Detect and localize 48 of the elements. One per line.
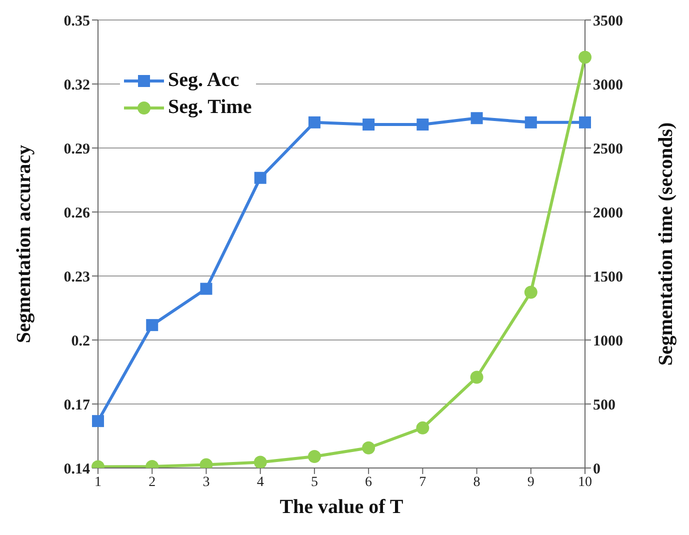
y-tick-label: 0.26: [64, 205, 90, 222]
legend-label: Seg. Acc: [168, 69, 240, 92]
point: [200, 282, 212, 295]
y2-tick-label: 3000: [593, 77, 623, 94]
y-tick-label: 0.35: [64, 13, 90, 30]
point: [308, 116, 320, 128]
y-tick-label: 0.23: [64, 269, 90, 286]
point: [146, 319, 158, 332]
y-tick-label: 0.32: [64, 77, 90, 94]
x-tick-label: 3: [202, 474, 210, 490]
x-tick-label: 9: [527, 474, 534, 490]
x-tick-label: 2: [148, 474, 156, 490]
y-axis-title: Segmentation accuracy: [13, 144, 36, 344]
y-tick-label: 0.17: [64, 397, 90, 414]
point: [308, 450, 321, 463]
x-tick-label: 8: [473, 474, 480, 490]
y2-tick-label: 3500: [593, 13, 623, 30]
x-axis-title: The value of T: [280, 496, 404, 518]
y2-axis-title: Segmentation time (seconds): [655, 122, 678, 366]
y2-tick-label: 1500: [593, 269, 623, 286]
y2-tick-label: 2000: [593, 205, 623, 222]
x-tick-label: 4: [256, 474, 264, 490]
point: [470, 112, 483, 124]
y2-tick-label: 1000: [593, 333, 623, 350]
y2-tick-label: 0: [593, 461, 600, 478]
point: [362, 118, 375, 131]
point: [578, 50, 592, 64]
point: [416, 421, 430, 434]
point: [470, 370, 484, 384]
y-tick-label: 0.14: [64, 461, 90, 478]
point: [416, 118, 429, 131]
x-tick-label: 1: [94, 474, 102, 490]
x-tick-label: 5: [310, 474, 318, 490]
point: [524, 116, 537, 128]
point: [579, 116, 591, 128]
y2-tick-label: 2500: [593, 141, 623, 158]
y-tick-label: 0.2: [71, 333, 90, 350]
point: [254, 172, 266, 184]
point: [362, 441, 376, 454]
point: [524, 286, 538, 299]
y-tick-label: 0.29: [64, 141, 90, 158]
point: [254, 456, 267, 468]
x-tick-label: 7: [419, 474, 426, 490]
point: [92, 415, 104, 428]
y2-tick-label: 500: [593, 397, 616, 414]
x-tick-label: 6: [365, 474, 372, 490]
x-tick-label: 10: [578, 474, 592, 490]
legend-label: Seg. Time: [168, 96, 252, 119]
